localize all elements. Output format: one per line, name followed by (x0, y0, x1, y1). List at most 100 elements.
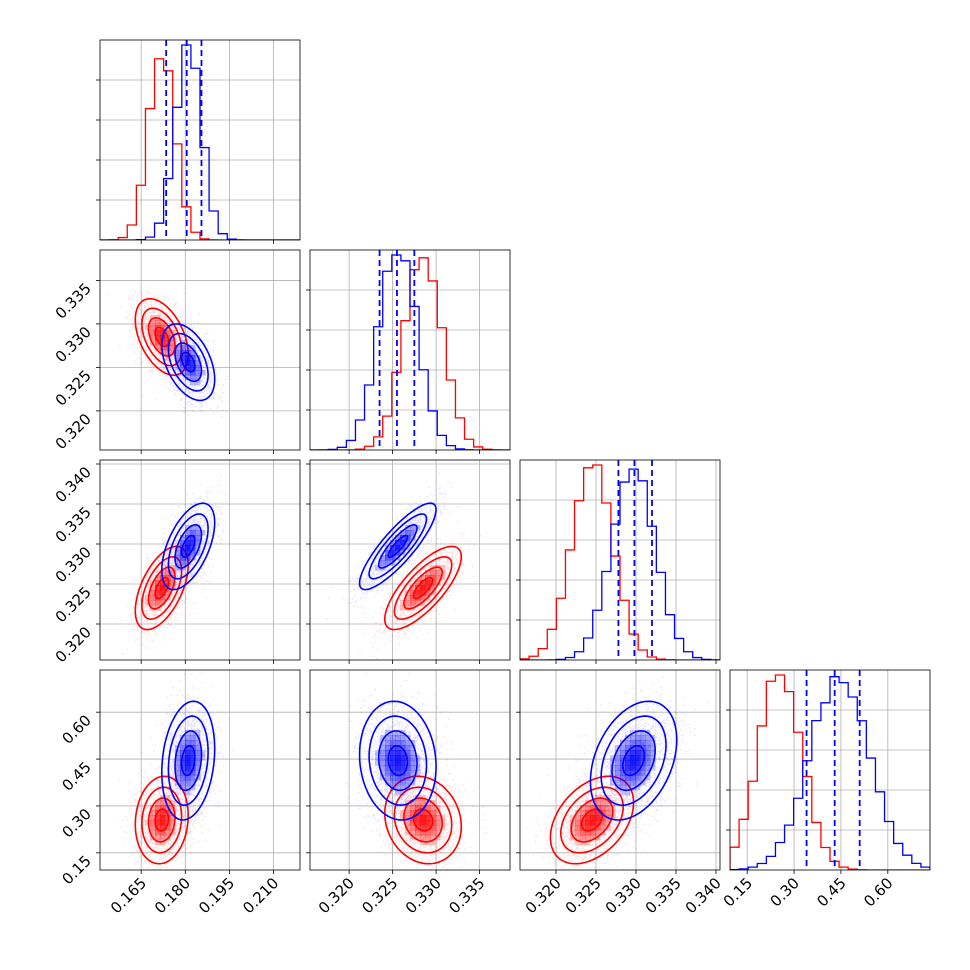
density-cell (415, 590, 421, 596)
density-cell (570, 825, 576, 831)
density-cell (420, 590, 426, 596)
density-cell (170, 340, 176, 346)
density-cell (580, 820, 586, 826)
density-cell (395, 535, 401, 541)
density-cell (375, 565, 381, 571)
density-cell (585, 825, 591, 831)
density-cell (645, 760, 651, 766)
density-cell (410, 760, 416, 766)
density-cell (185, 785, 191, 791)
density-cell (180, 555, 186, 561)
density-cell (190, 360, 196, 366)
y-tick-label: 0.325 (52, 367, 95, 410)
density-cell (160, 840, 166, 846)
density-b-2-0 (141, 475, 230, 628)
density-cell (405, 740, 411, 746)
panel-frame (519, 459, 721, 661)
density-cell (410, 800, 416, 806)
density-cell (405, 830, 411, 836)
density-cell (185, 375, 191, 381)
density-cell (175, 545, 181, 551)
density-cell (155, 830, 161, 836)
density-cell (420, 580, 426, 586)
density-cell (640, 735, 646, 741)
density-cell (590, 830, 596, 836)
density-cell (600, 810, 606, 816)
density-cell (575, 815, 581, 821)
density-cell (400, 600, 406, 606)
density-cell (400, 540, 406, 546)
contour-1 (180, 351, 196, 373)
contour-3 (368, 513, 428, 580)
density-cell (415, 765, 421, 771)
density-cell (635, 750, 641, 756)
density-cell (190, 735, 196, 741)
density-cell (180, 535, 186, 541)
density-cell (195, 540, 201, 546)
density-cell (385, 555, 391, 561)
density-cell (595, 815, 601, 821)
density-b-2-1 (326, 472, 459, 620)
density-cell (615, 745, 621, 751)
density-cell (195, 730, 201, 736)
x-tick-label: 0.335 (445, 874, 488, 917)
density-cell (645, 740, 651, 746)
density-cell (400, 605, 406, 611)
density-cell (395, 755, 401, 761)
density-cell (420, 810, 426, 816)
density-cell (640, 750, 646, 756)
density-cell (160, 580, 166, 586)
x-tick-label: 0.195 (195, 874, 238, 917)
density-cell (620, 790, 626, 796)
density-cell (155, 815, 161, 821)
density-cell (430, 810, 436, 816)
panel-frame (309, 459, 511, 661)
density-cell (405, 600, 411, 606)
density-cell (400, 810, 406, 816)
density-cell (400, 790, 406, 796)
density-cell (390, 765, 396, 771)
density-cell (395, 770, 401, 776)
density-cell (430, 575, 436, 581)
density-a-2-0 (119, 508, 211, 656)
density-cell (405, 800, 411, 806)
density-cell (615, 770, 621, 776)
density-cell (440, 565, 446, 571)
contour-4 (134, 775, 190, 865)
contour-1 (154, 808, 170, 832)
density-cell (425, 580, 431, 586)
density-cell (635, 745, 641, 751)
density-cell (405, 595, 411, 601)
density-cell (185, 545, 191, 551)
density-cell (410, 755, 416, 761)
density-cell (635, 765, 641, 771)
density-cell (390, 780, 396, 786)
density-cell (410, 525, 416, 531)
contour-2 (403, 797, 444, 843)
density-cell (185, 775, 191, 781)
density-cell (185, 740, 191, 746)
density-cell (430, 585, 436, 591)
density-cell (380, 735, 386, 741)
density-cell (430, 805, 436, 811)
density-cell (645, 775, 651, 781)
density-cell (590, 810, 596, 816)
contour-2 (377, 524, 418, 569)
density-cell (425, 805, 431, 811)
density-cell (200, 750, 206, 756)
density-cell (420, 805, 426, 811)
density-cell (395, 760, 401, 766)
contour-4 (160, 700, 216, 821)
density-b-3-2 (568, 676, 710, 857)
density-cell (145, 325, 151, 331)
hist-step-a (100, 58, 300, 240)
density-cell (385, 550, 391, 556)
x-tick-label: 0.325 (562, 874, 605, 917)
density-cell (630, 775, 636, 781)
histogram-2 (520, 460, 720, 660)
density-cell (405, 605, 411, 611)
density-cell (640, 765, 646, 771)
hist-step-b (730, 676, 930, 870)
density-a-2-1 (359, 520, 487, 660)
density-cell (395, 780, 401, 786)
